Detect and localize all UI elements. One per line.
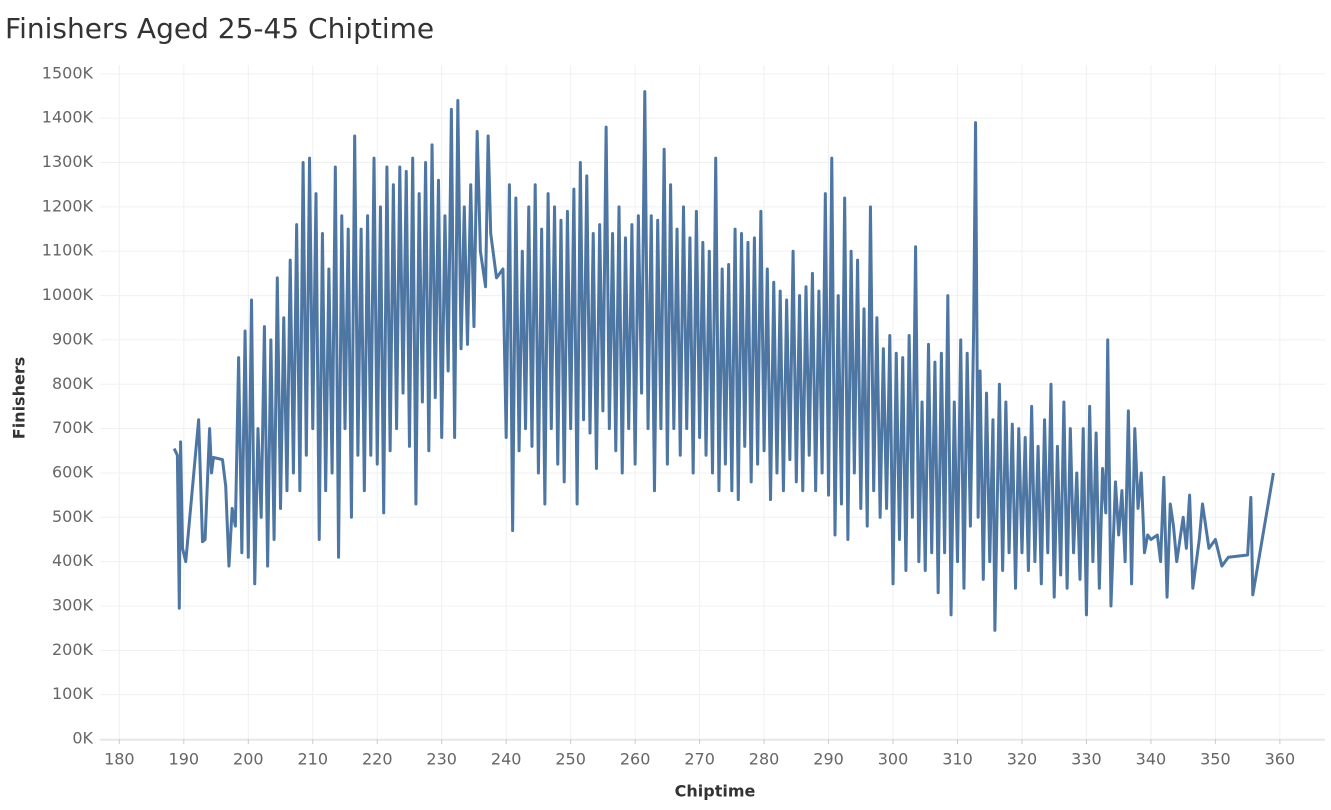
y-tick-label: 1000K <box>42 285 94 304</box>
x-tick-label: 250 <box>555 750 586 769</box>
y-tick-label: 0K <box>72 729 93 748</box>
y-tick-label: 800K <box>52 374 94 393</box>
y-tick-label: 1500K <box>42 63 94 82</box>
y-tick-label: 1400K <box>42 108 94 127</box>
x-tick-label: 330 <box>1071 750 1102 769</box>
y-tick-label: 900K <box>52 329 94 348</box>
y-tick-label: 100K <box>52 684 94 703</box>
x-tick-label: 350 <box>1200 750 1231 769</box>
y-tick-label: 1300K <box>42 152 94 171</box>
y-tick-label: 300K <box>52 595 94 614</box>
x-tick-label: 290 <box>813 750 844 769</box>
x-tick-label: 270 <box>684 750 715 769</box>
y-tick-label: 700K <box>52 418 94 437</box>
data-line <box>172 90 1275 632</box>
y-axis-label: Finishers <box>10 357 29 439</box>
y-tick-label: 600K <box>52 462 94 481</box>
x-tick-label: 300 <box>878 750 909 769</box>
y-tick-label: 200K <box>52 640 94 659</box>
y-tick-label: 500K <box>52 507 94 526</box>
x-tick-label: 210 <box>297 750 328 769</box>
x-tick-label: 280 <box>749 750 780 769</box>
x-tick-label: 200 <box>233 750 264 769</box>
y-tick-label: 400K <box>52 551 94 570</box>
x-tick-label: 320 <box>1007 750 1038 769</box>
x-tick-label: 230 <box>426 750 457 769</box>
x-tick-label: 310 <box>942 750 973 769</box>
y-tick-label: 1100K <box>42 241 94 260</box>
x-tick-label: 260 <box>620 750 651 769</box>
x-tick-label: 220 <box>362 750 393 769</box>
x-tick-label: 360 <box>1265 750 1296 769</box>
x-tick-label: 240 <box>491 750 522 769</box>
x-axis-label: Chiptime <box>675 782 756 801</box>
y-tick-label: 1200K <box>42 196 94 215</box>
x-tick-label: 190 <box>169 750 200 769</box>
x-tick-label: 180 <box>104 750 135 769</box>
chart-title: Finishers Aged 25-45 Chiptime <box>5 12 434 45</box>
x-tick-label: 340 <box>1136 750 1167 769</box>
